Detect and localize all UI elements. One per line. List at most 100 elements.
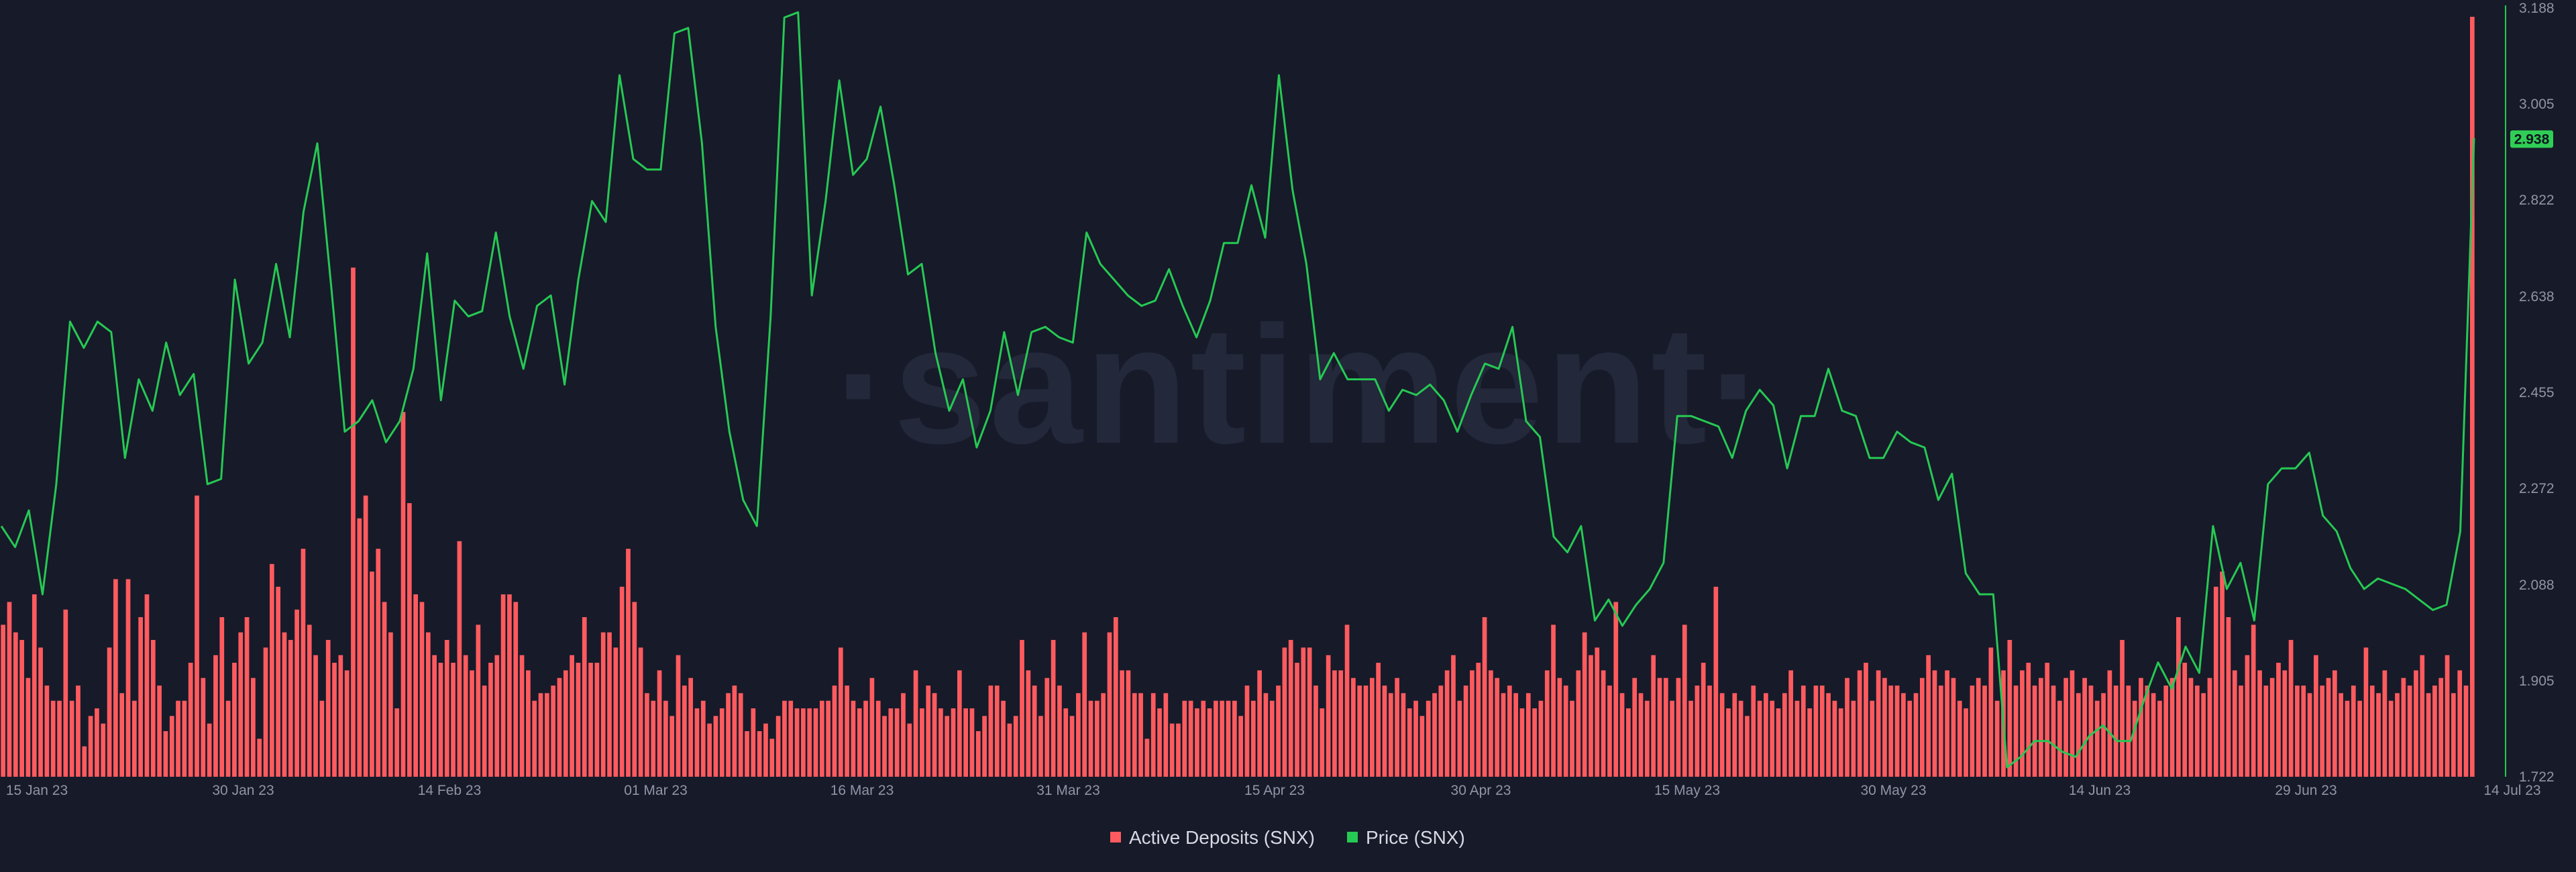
deposit-bar	[1525, 693, 1531, 777]
deposit-bar	[863, 700, 868, 777]
deposit-bar	[1176, 723, 1181, 777]
deposit-bar	[1207, 708, 1212, 777]
deposit-bar	[207, 723, 212, 777]
deposit-bar	[594, 663, 600, 777]
deposit-bar	[2326, 677, 2331, 777]
deposit-bar	[751, 708, 756, 777]
deposit-bar	[294, 609, 299, 777]
deposit-bar	[1094, 700, 1099, 777]
deposit-bar	[2426, 693, 2431, 777]
deposit-bar	[1463, 686, 1468, 777]
deposit-bar	[2363, 647, 2369, 777]
deposit-bar	[1444, 670, 1450, 777]
deposit-bar	[719, 708, 724, 777]
deposit-bar	[419, 602, 425, 777]
deposit-bar	[1801, 686, 1806, 777]
deposit-bar	[1344, 624, 1350, 777]
deposit-bar	[2032, 686, 2037, 777]
deposit-bar	[2432, 686, 2437, 777]
deposit-bar	[1838, 708, 1843, 777]
deposit-bar	[1169, 723, 1175, 777]
deposit-bar	[1732, 693, 1737, 777]
deposit-bar	[926, 686, 931, 777]
deposit-bar	[1519, 708, 1525, 777]
deposit-bar	[457, 541, 462, 777]
deposit-bar	[2469, 17, 2475, 777]
deposit-bar	[1951, 677, 1956, 777]
deposit-bar	[907, 723, 912, 777]
deposit-bar	[1870, 700, 1875, 777]
deposit-bar	[2151, 693, 2156, 777]
deposit-bar	[1563, 686, 1568, 777]
deposit-bar	[438, 663, 443, 777]
deposit-bar	[2320, 686, 2325, 777]
deposit-bar	[1976, 677, 1981, 777]
deposit-bar	[1163, 693, 1169, 777]
deposit-bar	[2276, 663, 2281, 777]
y-tick-label: 2.822	[2519, 193, 2555, 208]
deposit-bar	[2039, 677, 2043, 777]
deposit-bar	[1501, 693, 1506, 777]
deposit-bar	[1782, 693, 1787, 777]
x-tick-label: 16 Mar 23	[830, 783, 894, 798]
deposit-bar	[88, 716, 93, 777]
deposit-bar	[2201, 693, 2206, 777]
deposit-bar	[2257, 670, 2262, 777]
deposit-bar	[1001, 700, 1006, 777]
deposit-bar	[1982, 686, 1987, 777]
deposit-bar	[1157, 708, 1162, 777]
deposit-bar	[1138, 693, 1143, 777]
x-tick-label: 30 May 23	[1860, 783, 1926, 798]
deposits-bars	[1, 17, 2475, 777]
deposit-bar	[994, 686, 1000, 777]
deposit-bar	[1457, 700, 1462, 777]
deposit-bar	[676, 655, 681, 777]
deposit-bar	[1244, 686, 1250, 777]
deposit-bar	[1013, 716, 1018, 777]
deposit-bar	[1150, 693, 1156, 777]
deposit-bar	[2213, 586, 2218, 777]
deposit-bar	[101, 723, 106, 777]
deposit-bar	[1794, 700, 1800, 777]
deposit-bar	[232, 663, 237, 777]
deposit-bar	[1663, 677, 1668, 777]
deposit-bar	[669, 716, 675, 777]
deposit-bar	[794, 708, 800, 777]
deposit-bar	[2357, 700, 2362, 777]
deposit-bar	[2188, 677, 2194, 777]
deposit-bar	[1964, 708, 1968, 777]
deposit-bar	[1651, 655, 1656, 777]
legend-item-deposits[interactable]: Active Deposits (SNX)	[1110, 827, 1315, 848]
deposit-bar	[2169, 677, 2175, 777]
deposit-bar	[2226, 617, 2231, 777]
deposit-bar	[1595, 647, 1600, 777]
deposit-bar	[163, 731, 168, 777]
deposit-bar	[1038, 716, 1043, 777]
deposit-bar	[2463, 686, 2469, 777]
deposit-bar	[376, 549, 381, 777]
deposit-bar	[482, 686, 487, 777]
current-price-badge-bg	[2510, 130, 2553, 148]
deposit-bar	[975, 731, 981, 777]
deposit-bar	[2263, 686, 2269, 777]
deposit-bar	[969, 708, 975, 777]
deposit-bar	[2132, 700, 2137, 777]
deposit-bar	[1063, 708, 1069, 777]
deposit-bar	[2194, 686, 2200, 777]
current-price-badge: 2.938	[2510, 130, 2553, 148]
deposit-bar	[1120, 670, 1124, 777]
deposit-bar	[476, 624, 481, 777]
deposit-bar	[13, 632, 18, 777]
deposit-bar	[576, 663, 581, 777]
deposit-bar	[2288, 640, 2294, 777]
deposit-bar	[738, 693, 743, 777]
deposit-bar	[1988, 647, 1994, 777]
deposit-bar	[95, 708, 99, 777]
legend-item-price[interactable]: Price (SNX)	[1347, 827, 1465, 848]
deposit-bar	[913, 670, 918, 777]
deposit-bar	[888, 708, 894, 777]
deposit-bar	[1476, 663, 1481, 777]
deposit-bar	[1894, 686, 1900, 777]
deposit-bar	[1770, 700, 1775, 777]
deposit-bar	[69, 700, 74, 777]
